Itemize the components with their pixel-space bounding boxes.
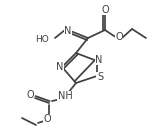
Text: O: O	[101, 5, 109, 15]
Text: O: O	[26, 90, 34, 100]
Text: N: N	[64, 26, 72, 36]
Text: HO: HO	[35, 34, 49, 43]
Text: O: O	[43, 114, 51, 124]
Text: O: O	[115, 32, 123, 42]
Text: N: N	[56, 62, 64, 72]
Text: NH: NH	[58, 91, 72, 101]
Text: S: S	[97, 72, 103, 82]
Text: N: N	[95, 55, 103, 65]
